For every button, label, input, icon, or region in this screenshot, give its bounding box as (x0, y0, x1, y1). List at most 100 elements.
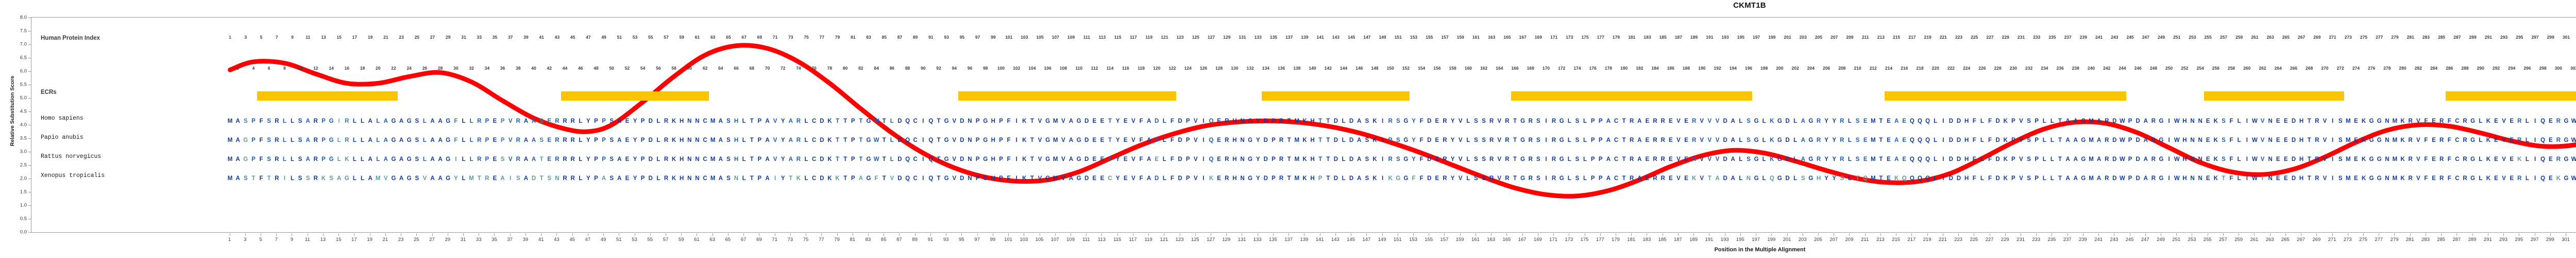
residue: L (462, 118, 466, 124)
residue: R (1551, 137, 1556, 143)
position-number: 236 (2056, 66, 2064, 71)
residue: G (2377, 137, 2382, 143)
residue: L (2237, 137, 2241, 143)
x-axis-tick-label: 239 (2078, 237, 2087, 243)
position-number: 139 (1301, 35, 1309, 40)
residue: I (2168, 156, 2170, 163)
residue: G (406, 156, 412, 163)
x-axis-tick-label: 121 (1160, 237, 1168, 243)
residue: L (1583, 156, 1587, 163)
residue: G (1403, 175, 1409, 182)
y-axis-tick-label: 5.0 (20, 95, 27, 101)
position-number: 27 (430, 35, 435, 40)
residue: L (462, 137, 466, 143)
residue: D (1427, 175, 1432, 182)
residue: T (1108, 118, 1112, 124)
residue: D (1084, 137, 1089, 143)
residue: G (1520, 118, 1526, 124)
x-axis-tick-label: 85 (880, 237, 887, 243)
residue: V (1497, 175, 1502, 182)
residue: R (2439, 118, 2444, 124)
x-axis-tick-label: 297 (2530, 237, 2539, 243)
residue: S (609, 118, 614, 124)
residue: A (1069, 137, 1074, 143)
residue: S (726, 137, 731, 143)
residue: H (2182, 118, 2187, 124)
residue: K (2400, 118, 2405, 124)
position-number: 176 (1589, 66, 1597, 71)
x-axis-tick-label: 295 (2515, 237, 2523, 243)
residue: A (2065, 137, 2070, 143)
x-axis-tick-label: 123 (1175, 237, 1184, 243)
x-axis-tick-label: 13 (320, 237, 326, 243)
position-number: 223 (1955, 35, 1963, 40)
position-number: 246 (2134, 66, 2142, 71)
residue: S (609, 156, 614, 163)
residue: N (2198, 175, 2202, 182)
y-axis-tick-label: 0.5 (20, 216, 27, 222)
residue: Y (1115, 156, 1120, 163)
residue: Y (1832, 137, 1837, 143)
residue: G (2369, 156, 2374, 163)
position-number: 254 (2196, 66, 2204, 71)
residue: L (2479, 118, 2483, 124)
residue: N (2190, 156, 2195, 163)
x-axis-tick-label: 23 (398, 237, 404, 243)
x-axis-tick-label: 25 (414, 237, 419, 243)
residue: T (937, 137, 941, 143)
residue: T (937, 118, 941, 124)
x-axis-tick-label: 103 (1020, 237, 1028, 243)
residue: R (1840, 137, 1844, 143)
residue: A (1606, 156, 1611, 163)
position-number: 196 (1744, 66, 1753, 71)
x-axis-tick-label: 113 (1097, 237, 1106, 243)
x-axis-tick-mark (2254, 233, 2255, 236)
residue: P (2128, 175, 2132, 182)
residue: A (2073, 156, 2078, 163)
residue: L (2042, 175, 2046, 182)
residue: D (2112, 137, 2117, 143)
residue: G (446, 156, 451, 163)
residue: S (1575, 156, 1580, 163)
residue: G (446, 137, 451, 143)
position-number: 49 (601, 35, 606, 40)
residue: V (2502, 175, 2506, 182)
residue: E (1217, 118, 1221, 124)
residue: V (2416, 137, 2420, 143)
residue: M (1870, 175, 1876, 182)
residue: H (680, 156, 684, 163)
residue: G (2470, 137, 2476, 143)
position-number: 203 (1799, 35, 1807, 40)
x-axis-tick-label: 193 (1720, 237, 1729, 243)
residue: E (1668, 118, 1673, 124)
residue: H (2299, 118, 2304, 124)
residue: M (2089, 137, 2094, 143)
y-axis-tick-label: 4.5 (20, 108, 27, 115)
position-number: 63 (710, 35, 716, 40)
residue: F (1972, 156, 1976, 163)
residue: V (773, 137, 777, 143)
x-axis-tick-label: 299 (2546, 237, 2554, 243)
residue: L (804, 137, 808, 143)
residue: L (352, 175, 357, 182)
residue: I (1942, 118, 1944, 124)
residue: S (1482, 156, 1486, 163)
residue: V (2502, 137, 2506, 143)
position-number: 76 (811, 66, 817, 71)
residue: P (1598, 175, 1603, 182)
residue: Y (1824, 118, 1828, 124)
residue: P (2011, 156, 2015, 163)
residue: T (1513, 156, 1517, 163)
residue: S (2027, 175, 2031, 182)
x-axis-tick-label: 191 (1705, 237, 1714, 243)
residue: R (313, 175, 318, 182)
residue: A (1357, 137, 1362, 143)
position-number: 224 (1963, 66, 1971, 71)
residue: C (812, 137, 817, 143)
residue: C (812, 175, 817, 182)
residue: E (2276, 118, 2280, 124)
residue: K (2003, 175, 2008, 182)
residue: S (2338, 175, 2343, 182)
residue: E (2276, 175, 2280, 182)
residue: G (406, 118, 412, 124)
